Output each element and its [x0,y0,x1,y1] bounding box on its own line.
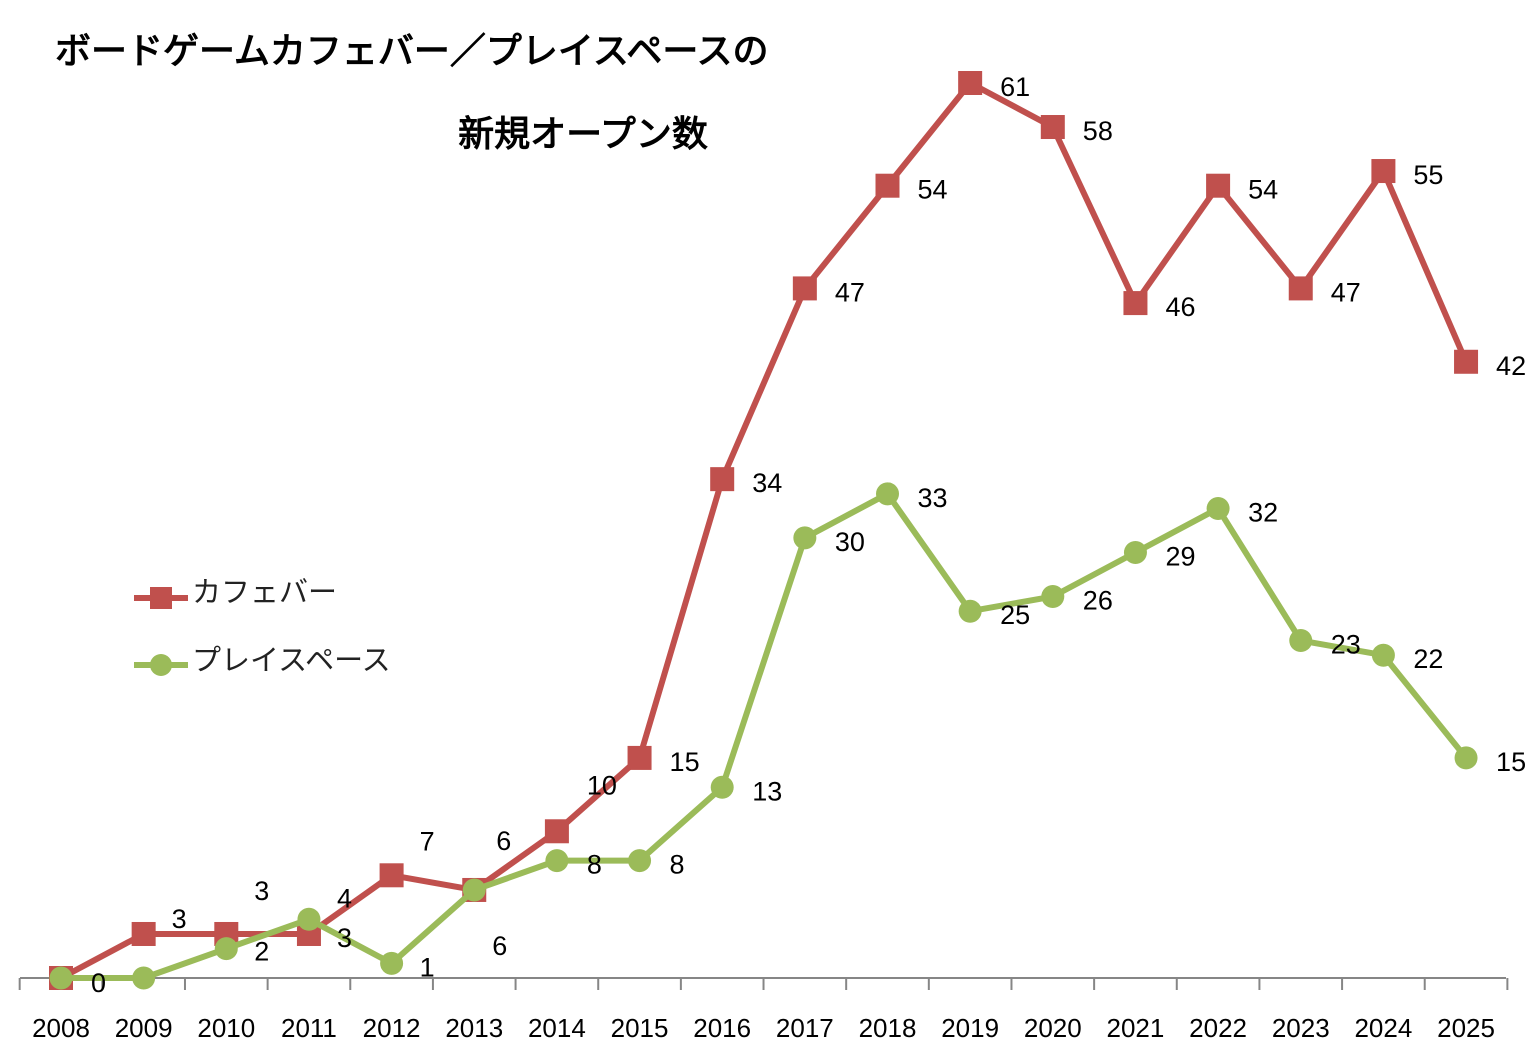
data-point-square [131,921,156,946]
data-point-square [1371,159,1396,184]
data-label: 54 [1248,175,1278,205]
data-label: 3 [172,904,187,934]
series-play-space [49,482,1478,990]
data-label: 3 [254,876,269,906]
x-tick-label: 2013 [445,1013,503,1043]
data-label: 0 [91,968,106,998]
data-label: 3 [337,923,352,953]
data-point-circle [710,775,734,799]
data-point-circle [297,907,321,931]
data-label: 4 [337,883,352,913]
data-point-circle [876,482,899,506]
x-tick-label: 2014 [528,1013,586,1043]
data-point-square [1040,115,1065,140]
x-tick-label: 2025 [1437,1013,1495,1043]
data-label: 13 [752,776,782,806]
data-point-circle [49,966,73,990]
x-tick-label: 2011 [281,1013,337,1043]
data-label: 42 [1496,351,1526,381]
data-label: 26 [1083,586,1113,616]
data-point-square [792,276,817,301]
data-point-square [627,745,652,770]
x-tick-label: 2024 [1354,1013,1412,1043]
legend-square-marker-icon [150,587,172,609]
x-tick-label: 2023 [1272,1013,1330,1043]
data-point-square [875,173,900,198]
data-label: 1 [420,952,435,982]
x-tick-label: 2015 [611,1013,669,1043]
x-tick-label: 2016 [693,1013,751,1043]
data-label: 58 [1083,116,1113,146]
data-point-circle [1454,746,1478,770]
legend-label-cafe-bar: カフェバー [192,575,337,609]
data-point-circle [214,937,238,961]
legend-circle-marker-icon [150,654,172,676]
data-point-circle [462,878,486,902]
legend: カフェバー プレイスペース [134,575,391,677]
data-label: 2 [254,937,269,967]
data-label: 47 [1331,277,1361,307]
data-point-circle [1206,496,1230,520]
data-point-circle [793,526,817,550]
data-label: 6 [496,826,511,856]
data-point-square [1123,291,1148,316]
data-label: 15 [1496,747,1526,777]
data-label: 22 [1413,644,1443,674]
data-label: 23 [1331,630,1361,660]
data-label: 7 [420,826,435,856]
data-label: 33 [918,483,948,513]
data-point-circle [380,951,404,975]
data-point-square [544,819,569,844]
data-label: 32 [1248,497,1278,527]
data-label: 54 [918,175,948,205]
data-point-square [379,863,404,888]
data-label: 8 [587,850,602,880]
x-tick-label: 2010 [197,1013,255,1043]
series-line [59,80,1469,981]
data-point-square [710,467,735,492]
data-label: 47 [835,277,865,307]
data-label: 29 [1165,542,1195,572]
data-point-circle [1041,585,1065,609]
data-point-circle [545,849,569,873]
data-label: 34 [752,468,782,498]
x-tick-label: 2018 [859,1013,917,1043]
data-point-circle [628,849,652,873]
series-cafe-bar [49,71,1479,990]
series-line [61,490,1469,981]
data-point-circle [958,599,982,623]
x-tick-label: 2008 [32,1013,90,1043]
data-point-circle [132,966,156,990]
data-label: 8 [670,850,685,880]
data-label: 30 [835,527,865,557]
x-tick-label: 2017 [776,1013,834,1043]
data-label: 10 [587,770,617,800]
x-tick-label: 2009 [115,1013,173,1043]
data-label: 6 [492,931,507,961]
chart-title-line-2: 新規オープン数 [458,114,708,155]
data-point-square [1288,276,1313,301]
legend-label-play-space: プレイスペース [192,643,391,677]
data-label: 46 [1165,292,1195,322]
data-label: 61 [1000,72,1030,102]
data-point-circle [1123,541,1147,565]
x-tick-label: 2022 [1189,1013,1247,1043]
data-point-square [958,71,983,95]
data-label: 55 [1413,160,1443,190]
data-label: 15 [670,747,700,777]
data-point-circle [1289,629,1313,653]
x-tick-label: 2020 [1024,1013,1082,1043]
data-point-square [1454,349,1479,374]
x-tick-label: 2021 [1107,1013,1165,1043]
data-point-square [1206,173,1231,198]
data-label: 25 [1000,600,1030,630]
x-tick-label: 2012 [363,1013,421,1043]
x-tick-label: 2019 [941,1013,999,1043]
chart-title-line-1: ボードゲームカフェバー／プレイスペースの [55,31,769,72]
data-point-circle [1371,643,1395,667]
